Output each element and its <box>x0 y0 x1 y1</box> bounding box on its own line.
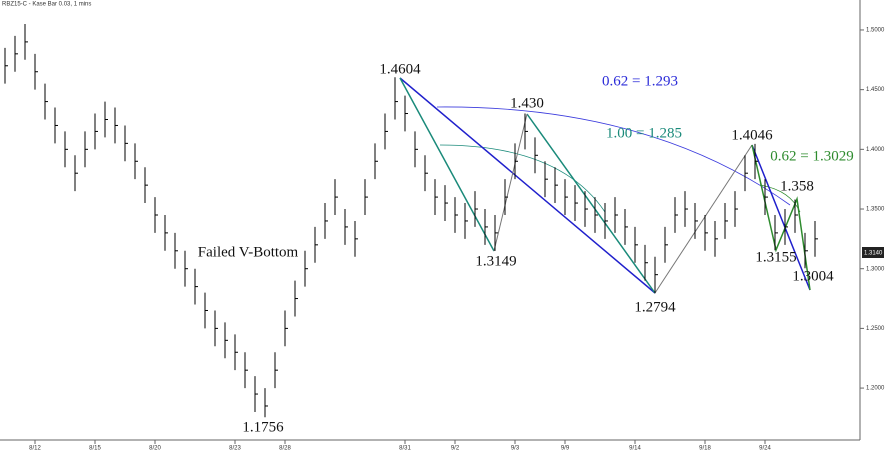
y-tick-label: 1.2500 <box>866 326 885 332</box>
last-price-box <box>862 247 884 258</box>
annotation: 1.00 = 1.285 <box>606 125 682 141</box>
annotation: 1.430 <box>510 95 544 111</box>
gray-line <box>493 113 528 252</box>
blue-line <box>399 77 656 294</box>
x-tick-label: 9/3 <box>511 446 520 452</box>
teal-arc <box>439 144 606 213</box>
x-tick-label: 9/2 <box>451 446 460 452</box>
annotation: 1.3004 <box>792 268 834 284</box>
blue-line <box>751 144 811 291</box>
annotation: 1.358 <box>780 178 814 194</box>
x-tick-label: 8/31 <box>399 446 411 452</box>
y-tick-label: 1.5000 <box>866 28 885 34</box>
chart-title: RBZ15-C - Kase Bar 0.03, 1 mins <box>2 2 91 8</box>
x-tick-label: 9/14 <box>629 446 641 452</box>
y-tick-label: 1.2000 <box>866 386 885 392</box>
gray-line <box>654 144 753 294</box>
annotation: 1.4046 <box>731 127 773 143</box>
last-price-label: 1.3140 <box>864 251 883 257</box>
annotation: 1.2794 <box>634 299 676 315</box>
y-tick-label: 1.4500 <box>866 87 885 93</box>
annotation: 1.3155 <box>755 249 796 265</box>
x-tick-label: 9/18 <box>699 446 711 452</box>
annotation: 0.62 = 1.293 <box>602 73 678 89</box>
x-tick-label: 8/28 <box>279 446 291 452</box>
x-tick-label: 8/12 <box>29 446 41 452</box>
x-tick-label: 9/24 <box>759 446 771 452</box>
annotation: 1.3149 <box>475 253 516 269</box>
y-tick-label: 1.4000 <box>866 147 885 153</box>
x-tick-label: 8/20 <box>149 446 161 452</box>
y-tick-label: 1.3500 <box>866 207 885 213</box>
teal-line <box>399 77 495 252</box>
green-line <box>751 144 811 291</box>
blue-arc <box>436 106 791 206</box>
drawings <box>399 77 811 294</box>
annotation: Failed V-Bottom <box>198 244 299 260</box>
x-tick-label: 8/23 <box>229 446 241 452</box>
teal-line <box>526 113 656 294</box>
annotation: 0.62 = 1.3029 <box>770 148 853 164</box>
annotation: 1.1756 <box>242 419 284 435</box>
x-tick-label: 9/9 <box>561 446 570 452</box>
annotation: 1.4604 <box>379 61 421 77</box>
y-tick-label: 1.3000 <box>866 266 885 272</box>
x-tick-label: 8/15 <box>89 446 101 452</box>
